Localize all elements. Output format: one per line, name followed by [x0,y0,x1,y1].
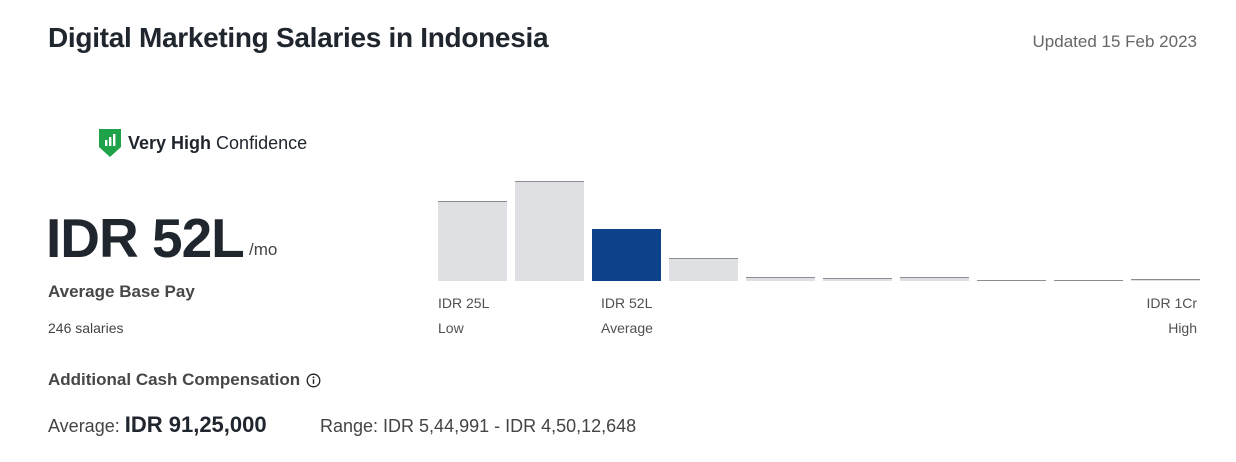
histogram-bar [669,258,738,281]
average-caption: Average [601,320,653,336]
confidence-level: Very High [128,132,212,153]
base-pay-unit: /mo [249,240,278,259]
low-label: IDR 25L Low [438,291,489,341]
low-value: IDR 25L [438,295,490,311]
histogram-bar [823,278,892,281]
high-label: IDR 1Cr High [1146,291,1197,341]
additional-title: Additional Cash Compensation [48,370,321,390]
average-label: IDR 52L Average [601,291,653,341]
high-caption: High [1168,320,1197,336]
average-prefix: Average: [48,416,120,436]
additional-title-text: Additional Cash Compensation [48,370,301,389]
updated-date: Updated 15 Feb 2023 [1032,32,1197,51]
confidence: Very High Confidence [98,128,307,158]
info-icon[interactable] [306,373,321,388]
histogram-bar [746,277,815,281]
salary-count: 246 salaries [48,320,124,336]
page-title: Digital Marketing Salaries in Indonesia [48,22,549,53]
histogram-bar [592,229,661,281]
shield-icon [99,129,121,157]
base-pay-label: Average Base Pay [48,282,195,301]
histogram-bar [438,201,507,281]
base-pay-amount: IDR 52L [46,207,245,269]
average-value: IDR 52L [601,295,653,311]
additional-range: Range: IDR 5,44,991 - IDR 4,50,12,648 [320,416,637,436]
high-value: IDR 1Cr [1146,295,1197,311]
histogram-bar [515,181,584,281]
histogram-bar [900,277,969,281]
histogram [438,181,1200,281]
additional-average: Average: IDR 91,25,000 [48,412,267,438]
confidence-label: Confidence [216,132,308,153]
average-amount: IDR 91,25,000 [124,412,267,437]
low-caption: Low [438,320,464,336]
